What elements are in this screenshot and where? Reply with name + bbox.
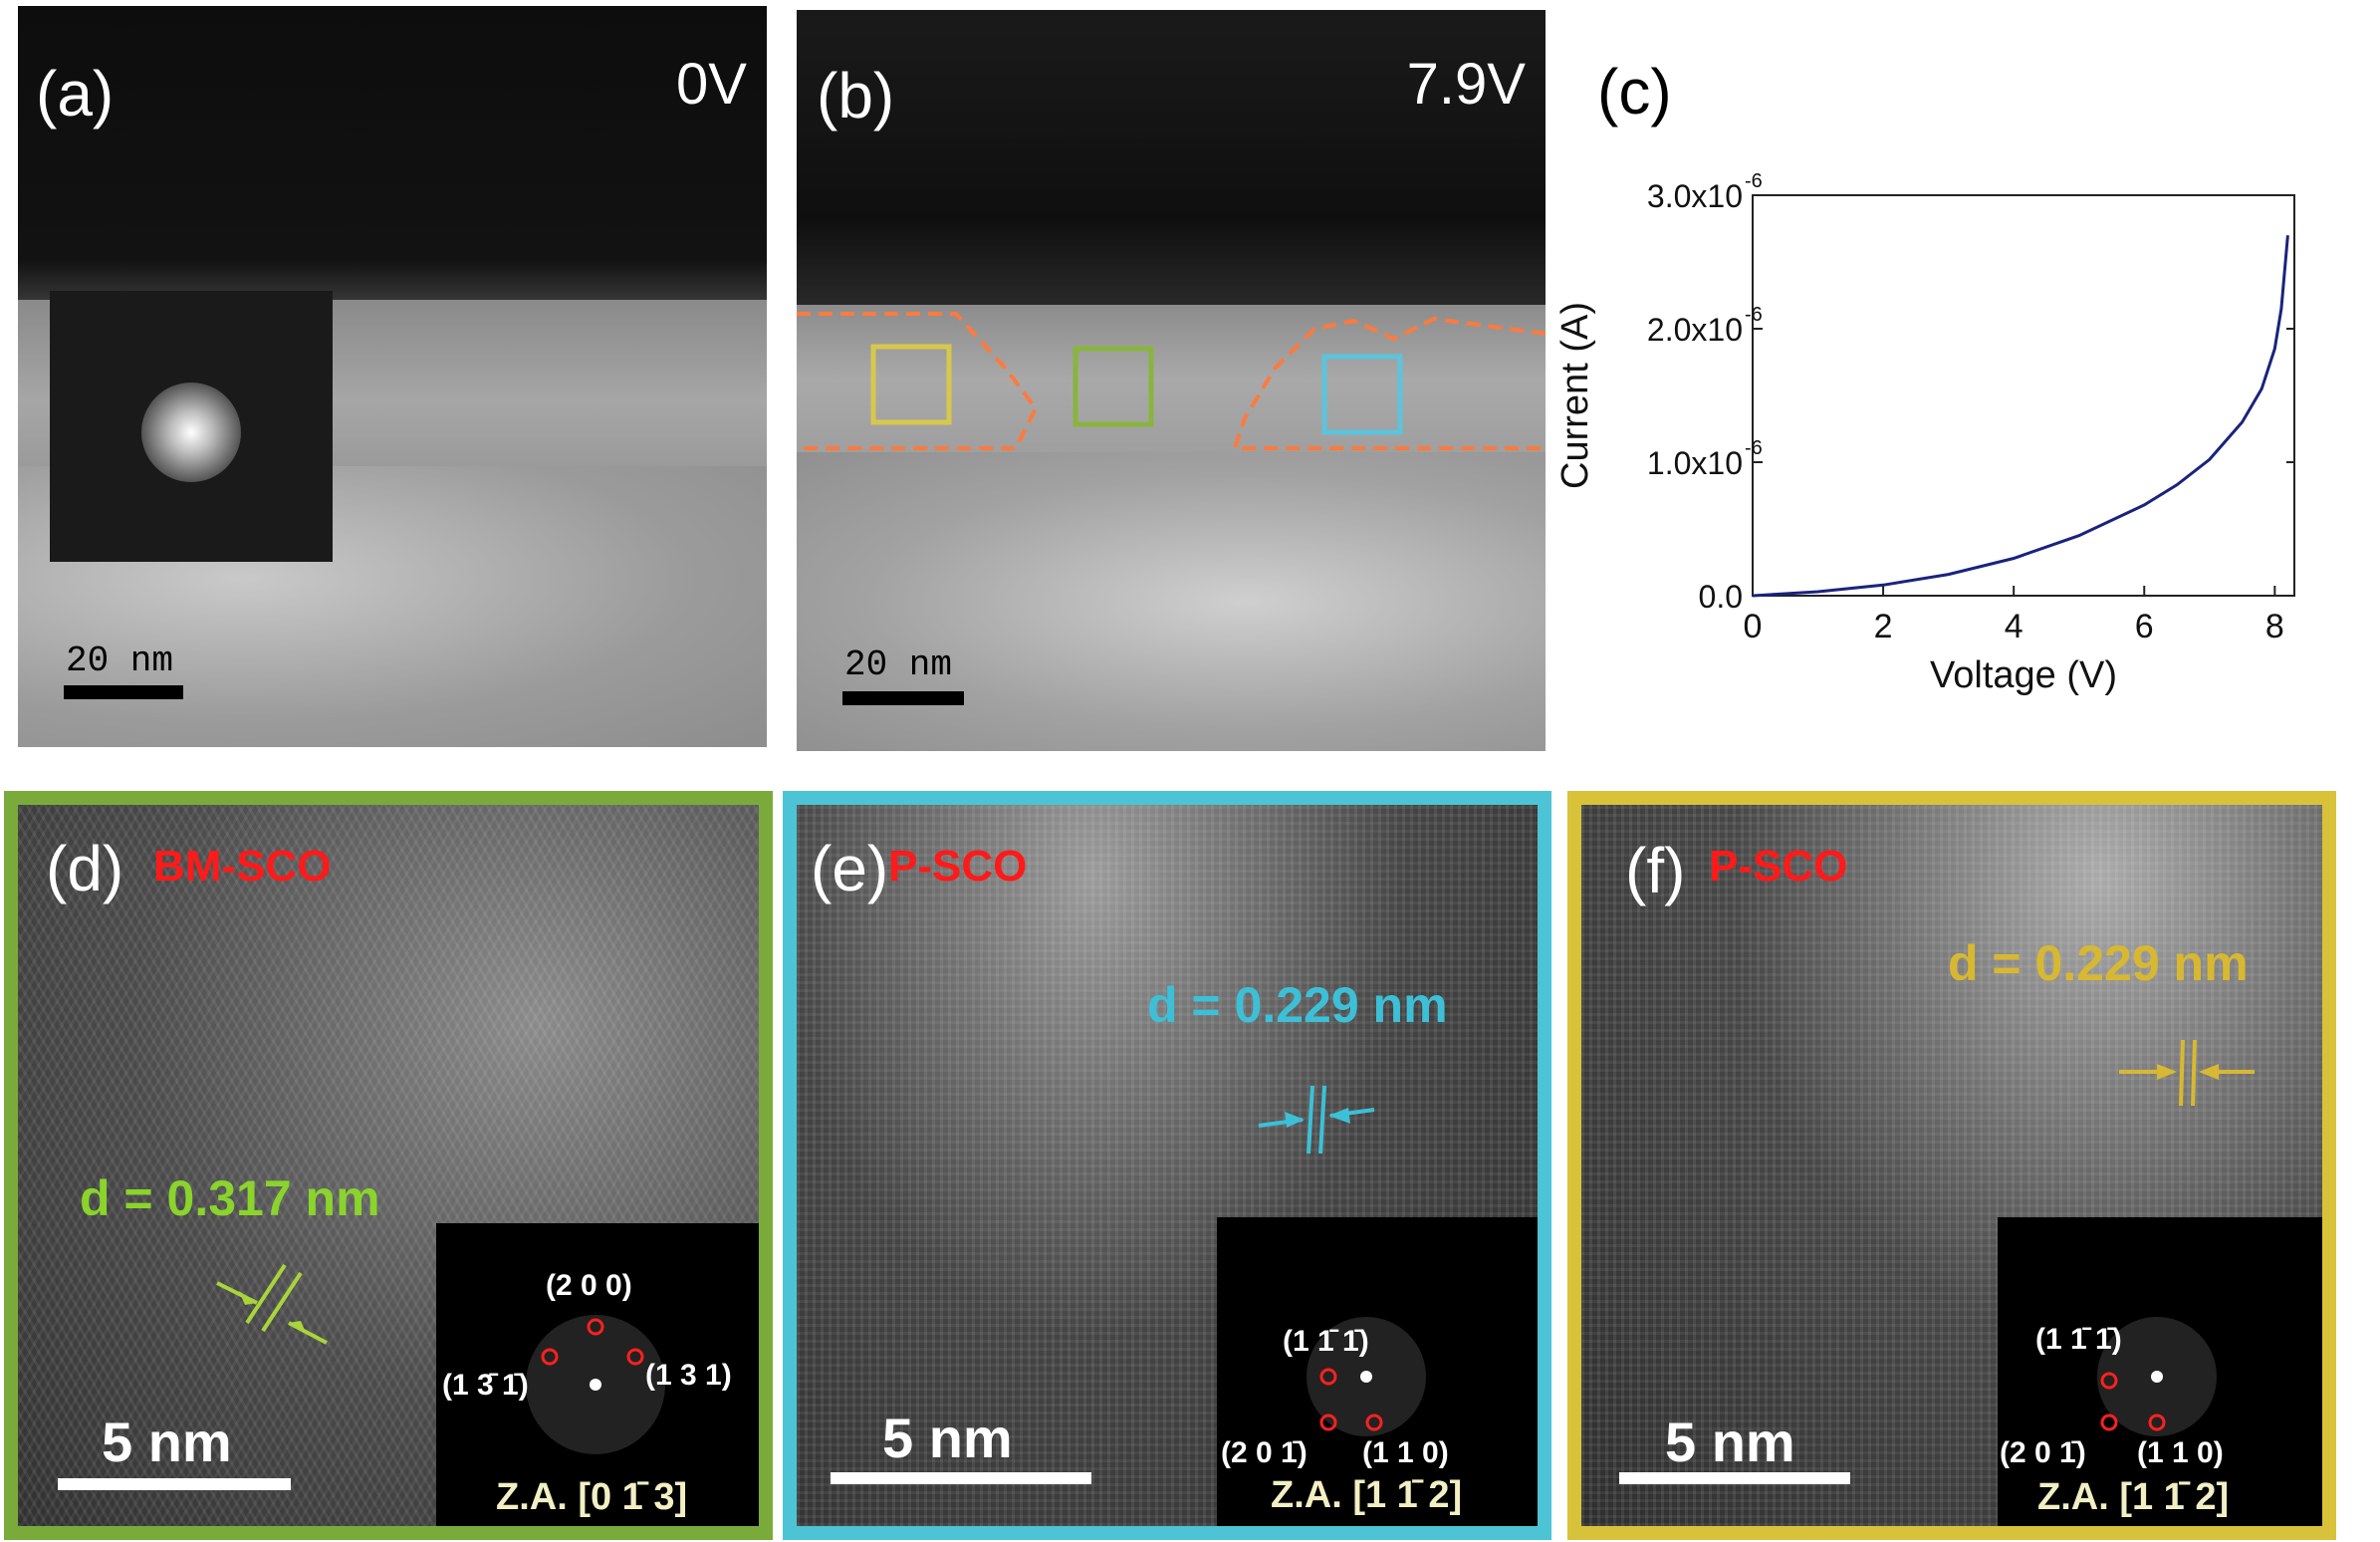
voltage-label: 7.9V [1406,52,1526,117]
y-tick-label: 0.0 [1699,579,1743,615]
spot-label-left: (2 0 1̄) [1221,1436,1308,1469]
panel-f-frame [1567,791,2336,1540]
electrode-layer [18,6,767,305]
iv-curve-line [1752,235,2289,598]
fft-pattern [526,1315,665,1454]
spot-label-top: (1 1̄ 1̄) [2035,1323,2122,1356]
voltage-label: 0V [676,52,747,117]
lattice-spacing-marker [216,1263,328,1345]
iv-curve-chart: 0 2 4 6 80.01.0x10 -62.0x10 -63.0x10 -6Voltage … [1554,170,2295,696]
fft-pattern [1307,1317,1426,1436]
panel-c-chart: (c) 0 2 4 6 8 0.0 1.0x10 -6 2.0x10 -6 3.0x10 -6 Volt… [1553,40,2350,717]
d-spacing-label: d = 0.229 nm [1147,977,1448,1033]
scale-bar [58,1478,291,1490]
phase-label: P-SCO [1709,842,1848,891]
fft-inset: (1 1̄ 1̄) (2 0 1̄) (1 1 0) Z.A. [1 1̄ 2] [1217,1217,1538,1526]
panel-e-frame [783,791,1551,1540]
panel-b-tem-image: (b) 7.9V 20 nm [797,10,1546,751]
region-box-yellow [870,344,952,425]
panel-label: (e) [811,833,889,904]
filament-outline-left [797,312,1039,450]
panel-label: (d) [46,833,124,904]
scale-bar-label: 20 nm [66,641,174,681]
y-axis-label: Current (A) [1554,302,1596,489]
spot-label-top: (1 1̄ 1̄) [1283,1325,1369,1358]
phase-label: P-SCO [888,842,1028,891]
zone-axis-label: Z.A. [1 1̄ 2] [2037,1476,2230,1518]
fft-halo [141,383,241,482]
panel-label: (f) [1625,835,1686,906]
y-tick-exponent: -6 [1745,304,1763,326]
zone-axis-label: Z.A. [0 1̄ 3] [496,1476,688,1518]
scale-bar-label: 5 nm [882,1407,1013,1469]
filament-outline-right [1232,316,1546,450]
spot-label-top: (2 0 0) [546,1269,632,1302]
panel-a-tem-image: (a) 0V 20 nm [18,6,767,747]
scale-bar-label: 20 nm [844,644,953,685]
scale-bar [1619,1472,1850,1484]
switching-layer [797,305,1546,454]
spot-label-right: (1 3 1) [645,1359,732,1392]
panel-e-hrtem-image: (e) P-SCO d = 0.229 nm 5 nm (1 1̄ 1̄) (2… [797,805,1538,1526]
spot-label-left: (1 3̄ 1̄) [442,1369,529,1402]
y-tick-label: 2.0x10 [1647,312,1743,348]
y-tick-label: 3.0x10 [1647,178,1743,214]
zone-axis-label: Z.A. [1 1̄ 2] [1271,1474,1463,1516]
phase-label: BM-SCO [153,842,332,891]
y-tick-exponent: -6 [1745,170,1763,192]
scale-bar [842,691,964,705]
region-box-green [1072,346,1154,427]
scale-bar-label: 5 nm [102,1411,232,1473]
electrode-layer [797,10,1546,309]
panel-label: (c) [1597,56,1672,128]
lattice-spacing-marker [1258,1085,1375,1155]
x-tick-label: 4 [2005,608,2023,645]
spot-label-right: (1 1 0) [1362,1436,1449,1469]
panel-label: (b) [817,60,895,131]
fft-inset [50,291,333,562]
panel-f-hrtem-image: (f) P-SCO d = 0.229 nm 5 nm (1 1̄ 1̄) (2… [1581,805,2322,1526]
y-tick-label: 1.0x10 [1647,445,1743,481]
scale-bar [64,685,183,699]
panel-d-hrtem-image: (d) BM-SCO d = 0.317 nm 5 nm (2 0 0) (1 … [18,805,759,1526]
plot-frame [1752,194,2295,597]
scale-bar-label: 5 nm [1665,1411,1795,1473]
x-tick-label: 2 [1874,608,1893,645]
x-tick-label: 8 [2265,608,2284,645]
region-overlay [797,312,1546,450]
x-axis-label: Voltage (V) [1930,654,2117,696]
x-tick-label: 0 [1744,608,1763,645]
fft-pattern [2097,1317,2217,1436]
panel-d-frame [4,791,773,1540]
x-tick-label: 6 [2135,608,2154,645]
y-tick-exponent: -6 [1745,437,1763,459]
scale-bar [831,1472,1091,1484]
fft-inset: (1 1̄ 1̄) (2 0 1̄) (1 1 0) Z.A. [1 1̄ 2] [1998,1217,2322,1526]
lattice-spacing-marker [2119,1039,2255,1107]
spot-label-left: (2 0 1̄) [2000,1436,2086,1469]
d-spacing-label: d = 0.229 nm [1948,935,2249,991]
region-box-cyan [1321,354,1403,435]
panel-label: (a) [36,58,115,129]
d-spacing-label: d = 0.317 nm [80,1170,380,1226]
spot-label-right: (1 1 0) [2137,1436,2224,1469]
fft-inset: (2 0 0) (1 3̄ 1̄) (1 3 1) Z.A. [0 1̄ 3] [436,1223,759,1526]
